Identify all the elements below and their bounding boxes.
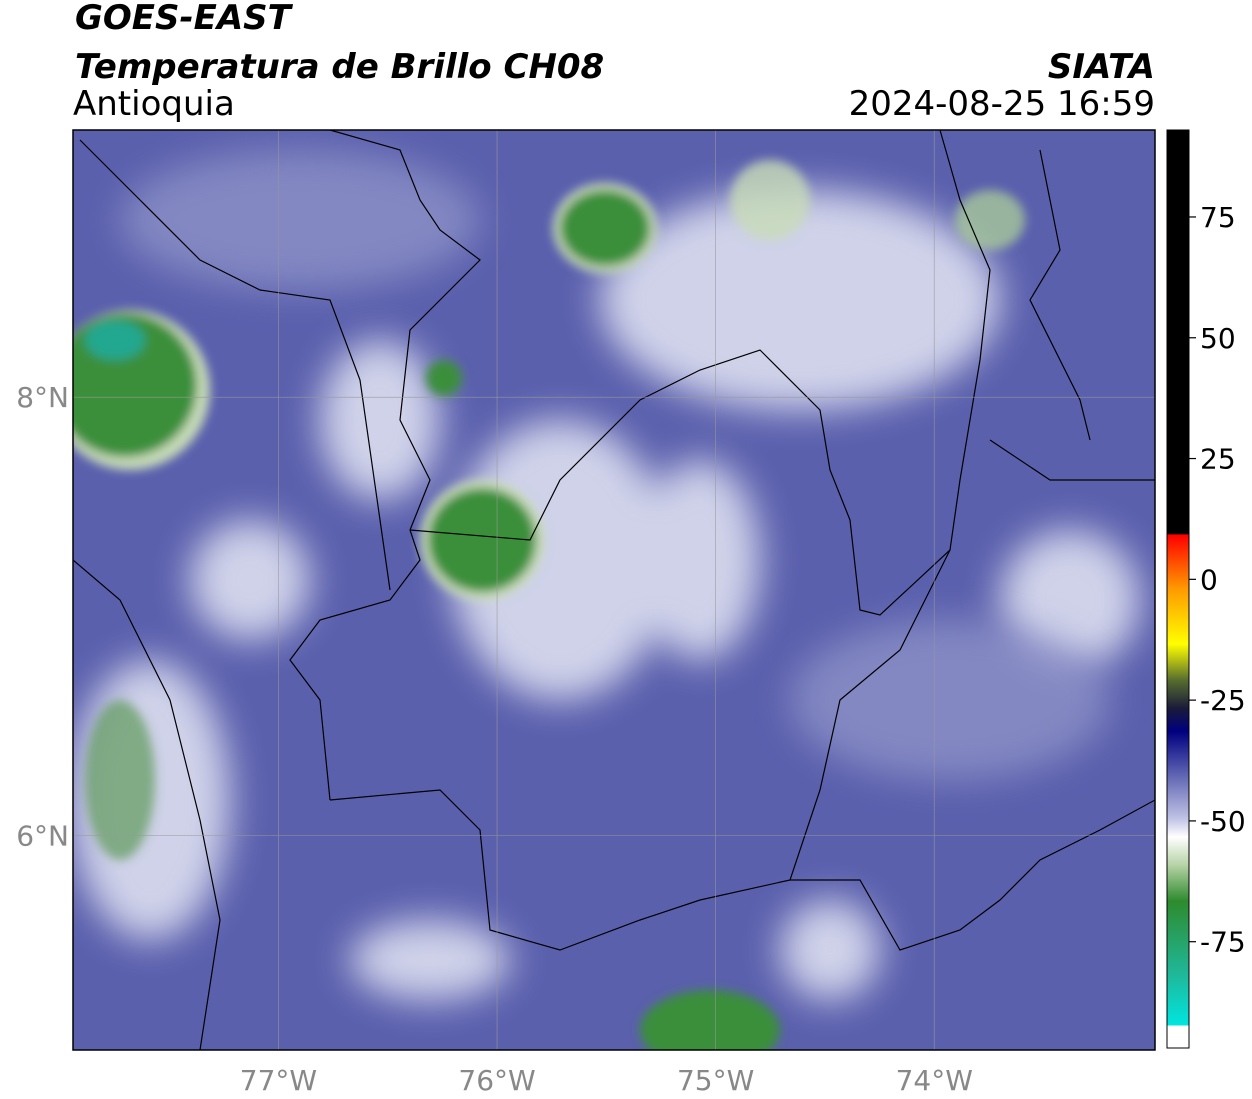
colorbar-tick-label: -25 (1200, 684, 1246, 717)
colorbar-tick-label: 75 (1200, 201, 1236, 234)
y-tick-label: 6°N (16, 819, 69, 852)
x-tick-label: 74°W (896, 1064, 973, 1097)
satellite: GOES-EAST (75, 0, 294, 38)
map-frame (72, 129, 1156, 1051)
colorbar (1166, 129, 1190, 1049)
colorbar-tick-label: -75 (1200, 926, 1246, 959)
source: SIATA (1048, 47, 1155, 87)
y-tick-label: 8°N (16, 381, 69, 414)
map-image (73, 130, 1155, 1050)
x-tick-label: 76°W (458, 1064, 535, 1097)
x-tick-label: 77°W (240, 1064, 317, 1097)
grid (73, 130, 1155, 1050)
product: Temperatura de Brillo CH08 (75, 47, 604, 87)
datetime: 2024-08-25 16:59 (849, 84, 1155, 124)
colorbar-tick-label: 0 (1200, 563, 1218, 596)
region: Antioquia (73, 84, 235, 124)
colorbar-tick-label: 50 (1200, 322, 1236, 355)
x-tick-label: 75°W (677, 1064, 754, 1097)
colorbar-tick-label: 25 (1200, 443, 1236, 476)
colorbar-tick-label: -50 (1200, 805, 1246, 838)
